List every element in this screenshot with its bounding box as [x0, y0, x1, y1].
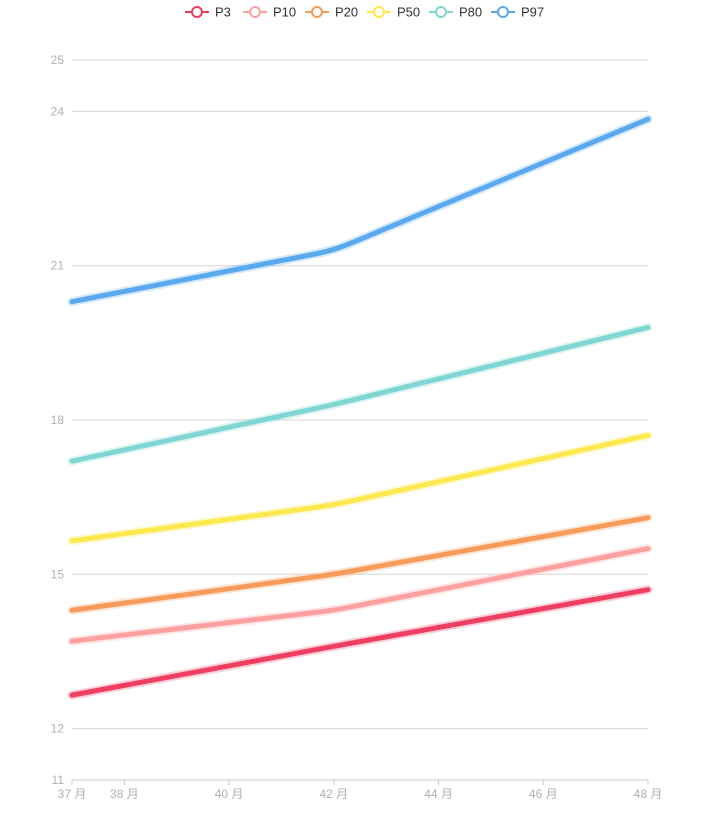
series-line-p50: [69, 432, 651, 544]
x-tick-label: 40 月: [215, 787, 244, 801]
x-tick-label: 48 月: [634, 787, 663, 801]
series-lines: [67, 114, 653, 700]
series-line-shadow-p50: [67, 430, 653, 546]
y-tick-label: 21: [51, 259, 65, 273]
series-line-p80: [69, 324, 651, 464]
x-tick-label: 44 月: [424, 787, 453, 801]
series-line-p97: [69, 116, 651, 305]
legend-swatch-marker: [249, 6, 261, 18]
legend-swatch-marker: [373, 6, 385, 18]
legend-label: P50: [397, 5, 420, 20]
legend-item-p10[interactable]: P10: [243, 5, 296, 20]
x-tick-label: 38 月: [110, 787, 139, 801]
legend-swatch-marker: [311, 6, 323, 18]
y-tick-label: 24: [51, 104, 65, 118]
x-tick-label: 46 月: [529, 787, 558, 801]
legend-swatch-marker: [435, 6, 447, 18]
legend-swatch-marker: [191, 6, 203, 18]
legend: P3 P10 P20 P50 P80 P97: [185, 5, 544, 20]
legend-item-p97[interactable]: P97: [491, 5, 544, 20]
y-tick-label: 11: [52, 773, 65, 787]
y-tick-label: 15: [51, 567, 65, 581]
legend-item-p80[interactable]: P80: [429, 5, 482, 20]
legend-label: P10: [273, 5, 296, 20]
x-tick-label: 37 月: [58, 787, 87, 801]
legend-swatch-marker: [497, 6, 509, 18]
y-tick-label: 18: [51, 413, 65, 427]
series-line-p20: [69, 515, 651, 613]
series-line-shadow-p97: [67, 114, 653, 307]
x-tick-label: 42 月: [319, 787, 348, 801]
legend-item-p50[interactable]: P50: [367, 5, 420, 20]
y-tick-label: 12: [51, 722, 65, 736]
legend-item-p3[interactable]: P3: [185, 5, 231, 20]
series-line-p3: [69, 587, 651, 698]
y-tick-label: 25: [51, 53, 65, 67]
legend-label: P80: [459, 5, 482, 20]
legend-label: P3: [215, 5, 231, 20]
legend-label: P97: [521, 5, 544, 20]
legend-item-p20[interactable]: P20: [305, 5, 358, 20]
series-line-p10: [69, 546, 651, 644]
gridlines: [72, 59, 648, 730]
axes: 11 12 15 18 21 24 25 37 月 38 月 40 月 42 月 44 月 46 月 48…: [51, 53, 663, 801]
legend-label: P20: [335, 5, 358, 20]
